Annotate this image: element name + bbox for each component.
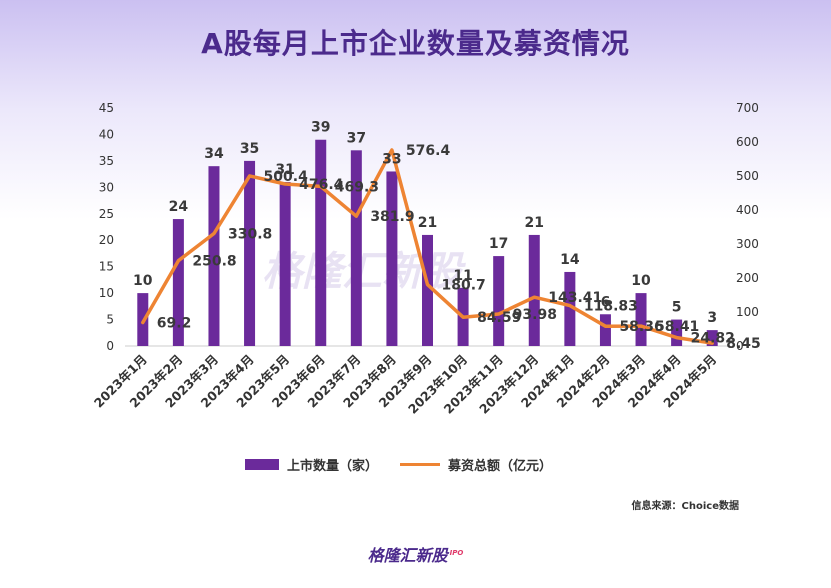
bar-label: 3	[707, 310, 717, 326]
line-label: 58.41	[655, 319, 699, 335]
bar	[706, 330, 718, 346]
funding-line	[141, 148, 714, 345]
left-axis-tick: 30	[99, 180, 114, 194]
left-axis-tick: 5	[106, 313, 114, 327]
line-label: 180.7	[442, 278, 486, 294]
bar	[422, 234, 433, 346]
line-label: 500.4	[264, 169, 309, 185]
legend-swatch-bar	[245, 459, 279, 470]
bar-label: 21	[418, 215, 437, 231]
bar	[244, 160, 256, 346]
right-axis-tick: 300	[736, 237, 759, 251]
right-axis-tick: 0	[736, 339, 744, 353]
bar-label: 31	[275, 162, 294, 178]
right-axis-tick: 200	[736, 271, 759, 285]
footer-brand: 格隆汇新股 IPO	[0, 542, 831, 566]
line-label: 58.36	[619, 319, 663, 335]
left-axis-tick: 0	[106, 339, 114, 353]
bar	[599, 314, 611, 346]
left-axis-tick: 15	[99, 260, 114, 274]
left-axis-tick: 10	[99, 286, 114, 300]
line-label: 8.45	[726, 336, 761, 352]
footer-brand-tag: IPO	[449, 548, 464, 557]
bar-label: 10	[631, 273, 651, 289]
right-axis-tick: 600	[736, 135, 759, 149]
bar-label: 39	[311, 120, 330, 136]
legend-item-count: 上市数量（家）	[245, 455, 378, 474]
bar	[671, 319, 683, 346]
line-label: 576.4	[406, 143, 451, 159]
line-label: 84.59	[477, 310, 521, 326]
bar	[528, 234, 540, 346]
legend: 上市数量（家） 募资总额（亿元）	[245, 455, 574, 474]
line-label: 330.8	[228, 227, 272, 243]
right-axis-tick: 400	[736, 203, 759, 217]
watermark: 格隆汇新股	[262, 249, 466, 295]
left-axis-tick: 35	[99, 154, 114, 168]
bar-label: 11	[453, 268, 472, 284]
footer-brand-text: 格隆汇新股	[367, 546, 448, 565]
line-label: 250.8	[192, 254, 236, 270]
line-label: 69.2	[157, 315, 192, 331]
bar-label: 10	[133, 273, 153, 289]
line-label: 381.9	[370, 209, 414, 225]
bar-label: 21	[525, 215, 544, 231]
line-label: 118.83	[584, 299, 638, 315]
line-label: 24.82	[691, 331, 735, 347]
bar	[386, 171, 398, 346]
legend-label-amount: 募资总额（亿元）	[448, 459, 553, 474]
bar	[493, 256, 505, 346]
left-axis-tick: 20	[99, 233, 114, 247]
legend-label-count: 上市数量（家）	[287, 459, 379, 474]
bar	[279, 182, 291, 346]
bar	[172, 219, 184, 346]
bar-label: 14	[560, 252, 580, 268]
line-label: 143.41	[548, 290, 602, 306]
bar-label: 17	[489, 236, 508, 252]
legend-swatch-line	[400, 463, 441, 466]
line-label: 476.4	[299, 177, 344, 193]
bar-label: 5	[672, 300, 682, 316]
bar	[315, 139, 327, 346]
line-label: 469.3	[335, 179, 379, 195]
source-note: 信息来源：Choice数据	[631, 501, 739, 512]
bar-label: 37	[347, 130, 366, 146]
left-axis-tick: 45	[99, 101, 114, 115]
bar-label: 34	[204, 146, 224, 162]
right-axis-tick: 700	[736, 101, 759, 115]
bar	[350, 150, 362, 346]
legend-item-amount: 募资总额（亿元）	[400, 455, 552, 474]
bar-label: 6	[601, 294, 611, 310]
bar-label: 24	[169, 199, 189, 215]
line-label: 93.98	[513, 307, 557, 323]
left-axis-tick: 25	[99, 207, 114, 221]
left-axis-tick: 40	[99, 127, 114, 141]
bar	[564, 271, 576, 346]
right-axis-tick: 500	[736, 169, 759, 183]
right-axis-tick: 100	[736, 305, 759, 319]
bar	[635, 293, 647, 346]
bar	[208, 166, 220, 346]
chart-title: A股每月上市企业数量及募资情况	[201, 27, 630, 60]
bar-label: 35	[240, 141, 259, 157]
bar-label: 33	[382, 151, 401, 167]
